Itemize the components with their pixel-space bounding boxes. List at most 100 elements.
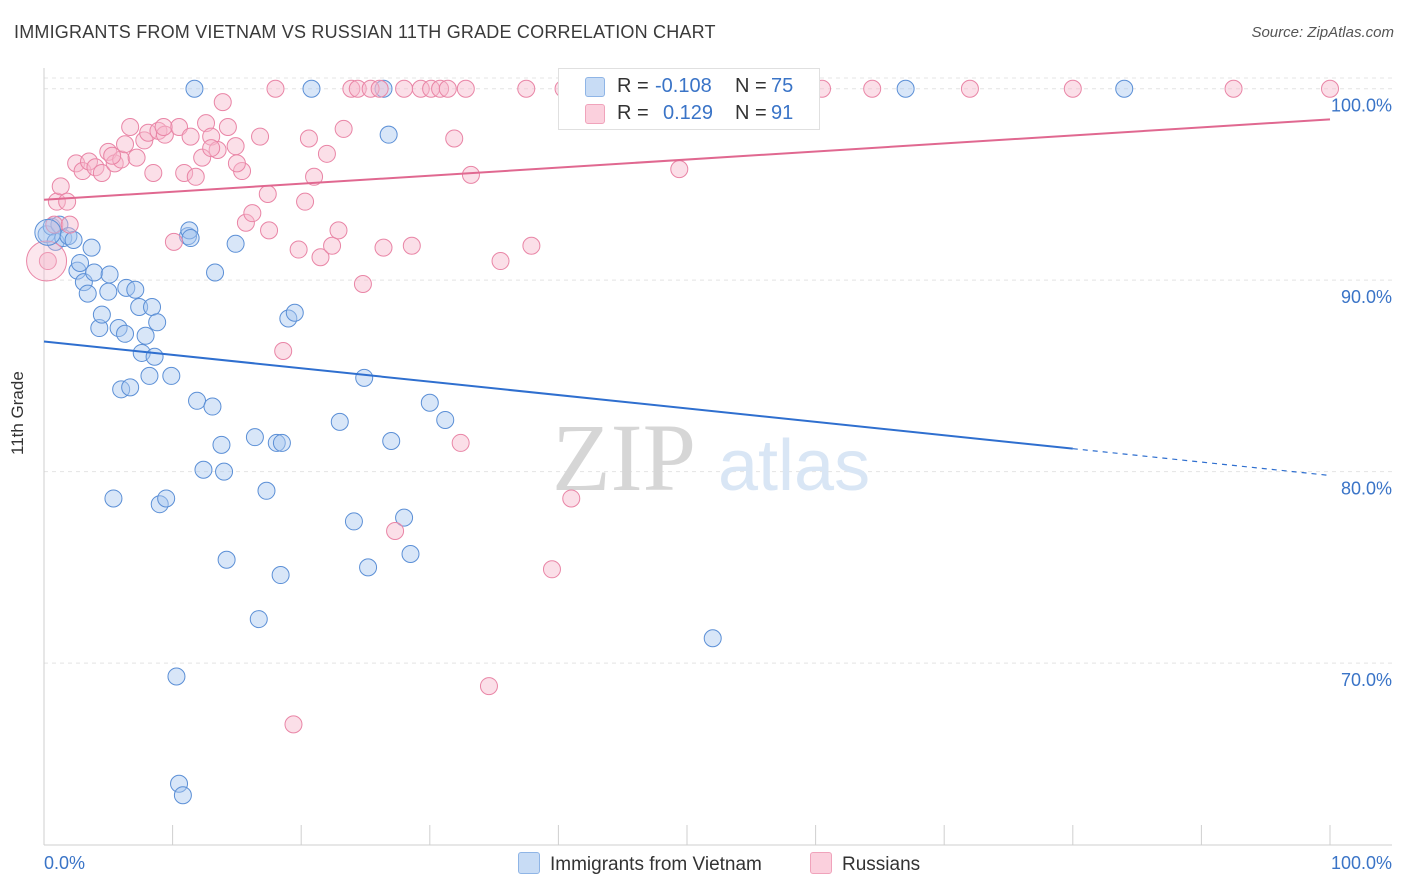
point-vietnam — [112, 380, 131, 399]
point-vietnam — [436, 410, 455, 429]
legend-r-label: R = — [617, 75, 649, 97]
chart-title: IMMIGRANTS FROM VIETNAM VS RUSSIAN 11TH … — [14, 22, 716, 42]
point-russians — [116, 135, 135, 154]
point-russians — [58, 192, 77, 211]
point-russians — [361, 79, 380, 98]
point-russians — [284, 715, 303, 734]
point-vietnam — [896, 79, 915, 98]
point-vietnam — [92, 305, 111, 324]
point-vietnam — [267, 433, 286, 452]
point-vietnam — [703, 629, 722, 648]
point-russians — [311, 248, 330, 267]
point-vietnam — [271, 566, 290, 585]
point-vietnam — [173, 786, 192, 805]
bottom-legend-swatch-russians — [810, 852, 832, 874]
point-russians — [213, 93, 232, 112]
point-vietnam — [64, 230, 83, 249]
point-vietnam — [143, 297, 162, 316]
point-russians — [386, 522, 405, 540]
y-axis-label: 11th Grade — [8, 371, 27, 455]
point-vietnam — [374, 79, 393, 98]
x-tick-labels: 0.0% 100.0% — [44, 853, 1392, 873]
point-vietnam — [181, 229, 200, 248]
point-russians — [202, 139, 221, 158]
point-vietnam — [194, 460, 213, 479]
point-vietnam — [226, 234, 245, 253]
point-vietnam — [180, 221, 199, 240]
point-vietnam — [136, 326, 155, 345]
point-vietnam — [302, 79, 321, 98]
point-russians — [445, 129, 464, 148]
point-vietnam — [401, 544, 420, 563]
y-tick-label: 100.0% — [1331, 96, 1392, 116]
point-russians — [329, 221, 348, 240]
point-russians — [289, 240, 308, 259]
point-vietnam — [215, 462, 234, 481]
bottom-legend-vietnam: Immigrants from Vietnam — [518, 852, 762, 876]
point-russians — [296, 192, 315, 211]
point-russians — [491, 252, 510, 271]
y-tick-label: 90.0% — [1341, 287, 1392, 307]
point-russians — [517, 79, 536, 98]
legend-r-label: R = — [617, 102, 649, 124]
point-russians — [164, 232, 183, 251]
bottom-legend-swatch-vietnam — [518, 852, 540, 874]
legend-r-value: -0.108 — [655, 75, 712, 97]
point-russians — [370, 79, 389, 98]
point-russians — [38, 252, 57, 271]
point-russians — [121, 118, 140, 137]
trend-line-vietnam-extension — [1072, 448, 1331, 477]
point-russians — [323, 236, 342, 255]
point-vietnam — [379, 125, 398, 144]
point-russians — [374, 238, 393, 257]
point-vietnam — [420, 393, 439, 412]
point-russians — [438, 79, 457, 98]
point-vietnam — [212, 435, 231, 454]
point-russians — [395, 79, 414, 98]
point-vietnam — [1115, 79, 1134, 98]
point-russians — [258, 185, 277, 204]
point-vietnam — [188, 391, 207, 410]
point-russians — [411, 79, 430, 98]
point-russians — [112, 150, 131, 169]
axes — [43, 68, 1392, 846]
point-vietnam — [170, 774, 189, 793]
legend-n-value: 91 — [771, 102, 794, 124]
point-vietnam — [167, 667, 186, 686]
point-russians — [402, 236, 421, 255]
point-vietnam — [140, 366, 159, 385]
point-russians — [92, 163, 111, 182]
point-russians — [236, 213, 255, 232]
point-russians — [60, 215, 79, 234]
point-vietnam — [71, 253, 90, 272]
point-vietnam — [78, 284, 97, 303]
point-vietnam — [162, 366, 181, 385]
point-vietnam — [382, 432, 401, 451]
point-russians — [456, 79, 475, 98]
point-russians — [186, 167, 205, 186]
point-russians — [479, 677, 498, 696]
point-vietnam — [257, 481, 276, 500]
point-russians — [251, 127, 270, 146]
point-russians — [260, 221, 279, 240]
watermark-atlas: atlas — [718, 426, 870, 506]
point-russians — [47, 192, 66, 211]
point-russians — [193, 148, 212, 167]
point-vietnam — [395, 508, 414, 527]
point-russians — [670, 160, 689, 179]
point-russians — [305, 167, 324, 186]
point-russians — [863, 79, 882, 98]
x-tick-label: 0.0% — [44, 853, 85, 873]
point-vietnam — [203, 397, 222, 416]
point-russians — [451, 433, 470, 452]
trend-lines — [43, 118, 1331, 477]
point-russians — [127, 148, 146, 167]
point-russians — [154, 118, 173, 137]
point-russians — [299, 129, 318, 148]
point-vietnam — [355, 368, 374, 387]
point-vietnam — [245, 428, 264, 447]
trend-line-vietnam — [43, 340, 1073, 450]
point-russians — [266, 79, 285, 98]
source-label: Source: ZipAtlas.com — [1251, 24, 1394, 41]
point-vietnam — [249, 610, 268, 629]
